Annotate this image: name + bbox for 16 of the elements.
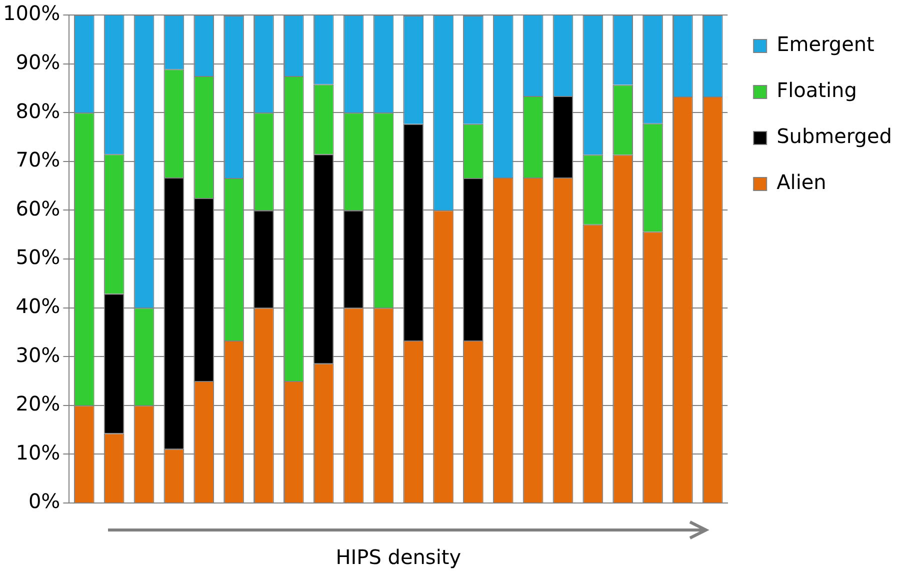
y-tick-label: 30% (16, 342, 60, 367)
x-axis-title: HIPS density (336, 545, 462, 570)
y-tick-label: 80% (16, 98, 60, 123)
y-tick-label: 10% (16, 440, 60, 464)
y-tick-label: 40% (16, 294, 60, 318)
y-tick-label: 0% (28, 489, 60, 514)
y-tick-label: 90% (16, 50, 60, 74)
legend-label: Submerged (776, 124, 892, 148)
y-tick-label: 70% (16, 148, 60, 172)
y-tick-label: 100% (2, 1, 60, 26)
y-tick-label: 20% (16, 392, 60, 416)
legend-label: Emergent (776, 32, 875, 56)
y-tick-label: 60% (16, 196, 60, 220)
y-tick-label: 50% (16, 245, 60, 270)
legend-label: Floating (776, 78, 857, 102)
legend-label: Alien (776, 170, 826, 194)
